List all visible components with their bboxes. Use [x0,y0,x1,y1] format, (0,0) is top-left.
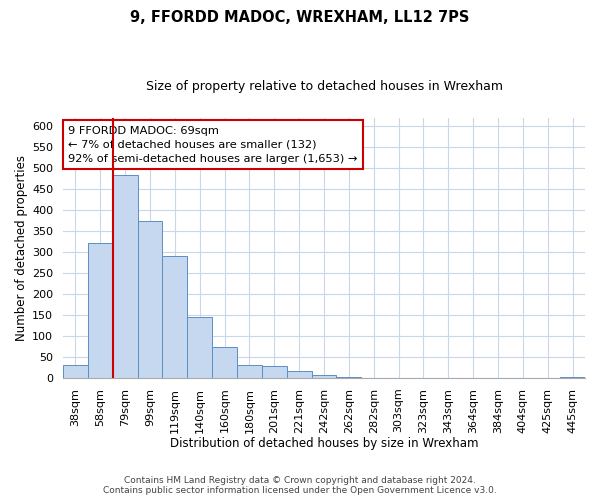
Text: 9, FFORDD MADOC, WREXHAM, LL12 7PS: 9, FFORDD MADOC, WREXHAM, LL12 7PS [130,10,470,25]
Text: Contains HM Land Registry data © Crown copyright and database right 2024.
Contai: Contains HM Land Registry data © Crown c… [103,476,497,495]
Text: 9 FFORDD MADOC: 69sqm
← 7% of detached houses are smaller (132)
92% of semi-deta: 9 FFORDD MADOC: 69sqm ← 7% of detached h… [68,126,358,164]
Title: Size of property relative to detached houses in Wrexham: Size of property relative to detached ho… [146,80,503,93]
Bar [137,220,163,378]
Bar [187,317,212,378]
Y-axis label: Number of detached properties: Number of detached properties [15,155,28,341]
Bar [63,364,88,378]
Bar [237,364,262,378]
Bar [212,346,237,378]
X-axis label: Distribution of detached houses by size in Wrexham: Distribution of detached houses by size … [170,437,478,450]
Bar [262,366,287,378]
Bar [560,377,585,378]
Bar [88,243,113,378]
Bar [113,176,137,378]
Bar [287,372,311,378]
Bar [311,376,337,378]
Bar [163,256,187,378]
Bar [337,377,361,378]
